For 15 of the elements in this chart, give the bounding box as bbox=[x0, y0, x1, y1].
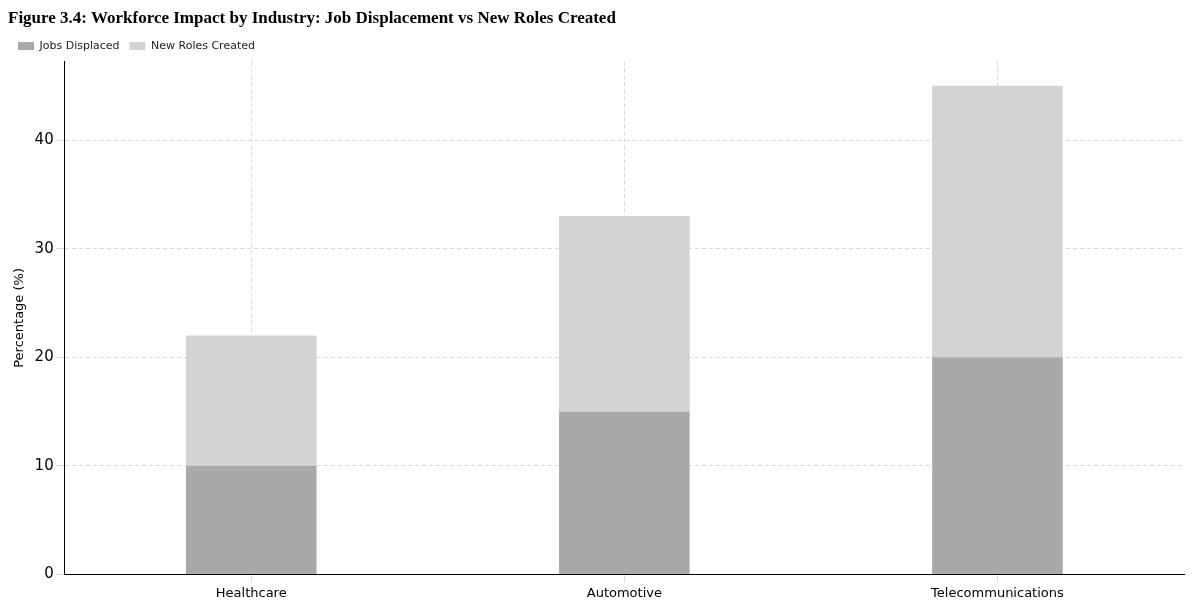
x-tick-label: Telecommunications bbox=[930, 584, 1064, 600]
y-tick-label: 30 bbox=[34, 238, 54, 257]
legend-label: Jobs Displaced bbox=[38, 38, 120, 52]
y-tick-label: 20 bbox=[34, 347, 54, 366]
bar bbox=[559, 411, 690, 574]
legend-label: New Roles Created bbox=[151, 38, 255, 52]
x-tick-label: Healthcare bbox=[215, 584, 287, 600]
y-axis-title: Percentage (%) bbox=[11, 268, 27, 368]
y-tick-label: 40 bbox=[34, 130, 54, 148]
bar bbox=[932, 357, 1063, 574]
y-tick-label: 0 bbox=[44, 564, 54, 583]
y-tick-label: 10 bbox=[34, 455, 54, 474]
chart-title: Figure 3.4: Workforce Impact by Industry: Job Displacement vs New Roles Created bbox=[8, 7, 617, 27]
bar bbox=[185, 465, 317, 574]
x-tick-label: Automotive bbox=[586, 584, 662, 600]
